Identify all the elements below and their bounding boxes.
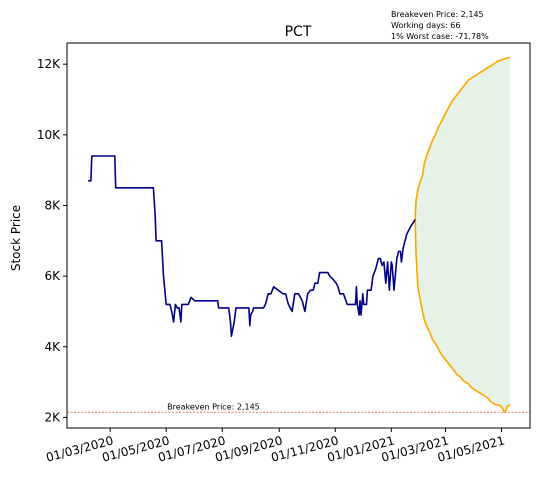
price-series-line-0 <box>88 155 416 338</box>
y-tick-label: 10K <box>37 128 61 142</box>
plot-frame <box>66 42 531 429</box>
forecast-upper-line <box>414 56 511 220</box>
forecast-band <box>415 57 510 413</box>
y-axis-label: Stock Price <box>9 205 23 271</box>
y-tick-label: 12K <box>37 57 61 71</box>
forecast-lower-line <box>414 219 511 414</box>
y-tick-label: 6K <box>44 269 61 283</box>
annotation-breakeven: Breakeven Price: 2,145 <box>391 10 484 19</box>
annotation-working-days: Working days: 66 <box>391 21 460 30</box>
breakeven-label: Breakeven Price: 2,145 <box>167 402 260 411</box>
annotation-worst-case: 1% Worst case: -71.78% <box>391 32 489 41</box>
plot-area: Breakeven Price: 2,145 <box>67 56 530 414</box>
y-axis: 2K 4K 6K 8K 10K 12K <box>37 57 67 424</box>
y-tick-label: 4K <box>44 340 61 354</box>
annotation-box: Breakeven Price: 2,145 Working days: 66 … <box>391 10 489 41</box>
y-tick-label: 2K <box>44 410 61 424</box>
y-tick-label: 8K <box>44 198 61 212</box>
chart-title: PCT <box>285 24 312 40</box>
